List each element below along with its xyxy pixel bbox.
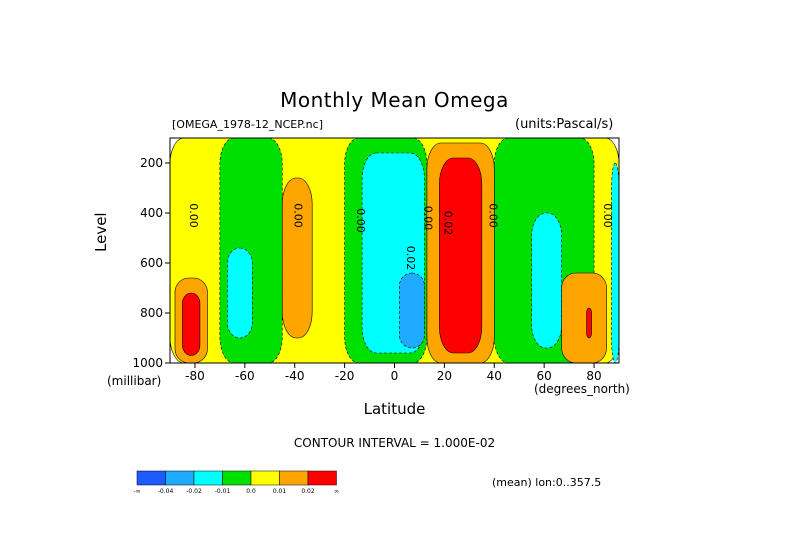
contour-regions [170, 138, 619, 363]
x-tick-label: 40 [487, 369, 502, 383]
contour-label-4: 0.00 [421, 206, 434, 231]
x-axis-label: Latitude [363, 400, 426, 418]
y-tick-label: 1000 [132, 356, 163, 370]
contour-interval-label: CONTOUR INTERVAL = 1.000E-02 [293, 436, 496, 450]
chart-title: Monthly Mean Omega [280, 88, 509, 112]
colorbar-swatch [193, 470, 223, 486]
contour-region-13 [182, 292, 201, 356]
contour-labels: 0.00 0.00 0.00 0.02 0.00 0.02 0.00 0.00 [187, 203, 614, 270]
colorbar-label: 0.0 [246, 488, 256, 495]
units-label: (units:Pascal/s) [515, 117, 614, 132]
x-tick-label: 80 [586, 369, 601, 383]
contour-region-6 [531, 212, 562, 349]
colorbar-label: 0.01 [273, 488, 287, 495]
colorbar-swatch [307, 470, 337, 486]
contour-region-7 [399, 272, 425, 349]
source-file-label: [OMEGA_1978-12_NCEP.nc] [172, 118, 323, 131]
y-axis-ticks: 200 400 600 800 1000 [132, 156, 170, 370]
mean-longitude-label: (mean) lon:0..357.5 [492, 476, 602, 489]
colorbar-label: -∞ [133, 488, 140, 495]
contour-region-14 [586, 307, 592, 339]
y-tick-label: 400 [140, 206, 163, 220]
colorbar: -∞ -0.04 -0.02 -0.01 0.0 0.01 0.02 ∞ [133, 470, 339, 495]
y-tick-label: 800 [140, 306, 163, 320]
y-tick-label: 600 [140, 256, 163, 270]
colorbar-label: -0.02 [186, 488, 202, 495]
contour-region-8 [281, 177, 313, 339]
contour-label-2: 0.00 [354, 208, 367, 233]
contour-label-0: 0.00 [187, 203, 200, 228]
colorbar-label: ∞ [334, 488, 339, 495]
y-axis-label: Level [92, 212, 110, 252]
colorbar-label: -0.04 [158, 488, 174, 495]
y-axis-unit: (millibar) [107, 374, 162, 388]
colorbar-label: -0.01 [215, 488, 231, 495]
colorbar-swatch [165, 470, 195, 486]
contour-label-3: 0.02 [404, 246, 417, 271]
colorbar-swatch [279, 470, 309, 486]
colorbar-label: 0.02 [301, 488, 315, 495]
x-tick-label: -20 [335, 369, 355, 383]
contour-label-6: 0.00 [486, 203, 499, 228]
x-axis-ticks: -80 -60 -40 -20 0 20 40 60 80 [185, 363, 602, 383]
x-tick-label: -60 [235, 369, 255, 383]
x-axis-unit: (degrees_north) [534, 382, 630, 396]
colorbar-swatch [222, 470, 252, 486]
contour-label-5: 0.02 [441, 211, 454, 236]
contour-region-10 [561, 272, 607, 363]
x-tick-label: -80 [185, 369, 205, 383]
contour-region-4 [227, 247, 253, 339]
x-tick-label: 20 [437, 369, 452, 383]
contour-region-12 [439, 157, 483, 354]
x-tick-label: 60 [537, 369, 552, 383]
colorbar-swatch [250, 470, 280, 486]
contour-label-7: 0.00 [601, 203, 614, 228]
contour-label-1: 0.00 [292, 203, 305, 228]
x-tick-label: -40 [285, 369, 305, 383]
contour-region-15 [611, 162, 619, 363]
colorbar-swatch [136, 470, 166, 486]
x-tick-label: 0 [391, 369, 399, 383]
y-tick-label: 200 [140, 156, 163, 170]
